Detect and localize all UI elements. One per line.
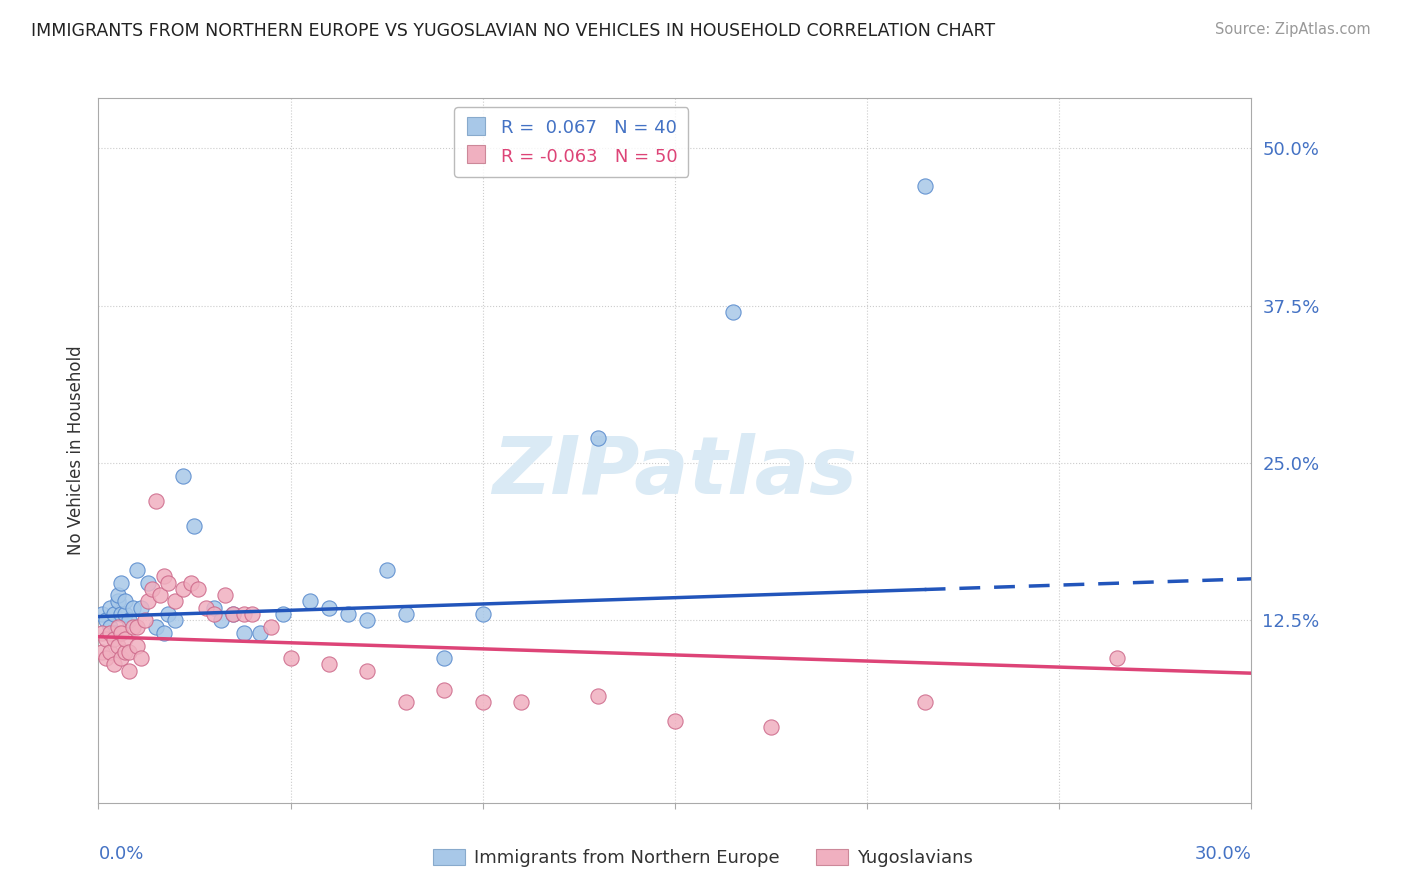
- Point: [395, 607, 418, 621]
- Point: [664, 714, 686, 728]
- Point: [356, 613, 378, 627]
- Point: [114, 632, 136, 647]
- Point: [98, 600, 121, 615]
- Point: [152, 626, 174, 640]
- Point: [271, 607, 294, 621]
- Text: Source: ZipAtlas.com: Source: ZipAtlas.com: [1215, 22, 1371, 37]
- Point: [94, 651, 117, 665]
- Point: [914, 179, 936, 194]
- Point: [98, 626, 121, 640]
- Y-axis label: No Vehicles in Household: No Vehicles in Household: [66, 345, 84, 556]
- Point: [759, 720, 782, 734]
- Point: [433, 651, 456, 665]
- Point: [914, 695, 936, 709]
- Point: [586, 431, 609, 445]
- Point: [122, 600, 145, 615]
- Point: [107, 588, 129, 602]
- Point: [122, 619, 145, 633]
- Point: [318, 657, 340, 672]
- Point: [249, 626, 271, 640]
- Point: [107, 639, 129, 653]
- Point: [433, 682, 456, 697]
- Point: [103, 607, 125, 621]
- Point: [187, 582, 209, 596]
- Point: [138, 594, 160, 608]
- Point: [98, 645, 121, 659]
- Point: [94, 632, 117, 647]
- Point: [222, 607, 245, 621]
- Point: [375, 563, 398, 577]
- Point: [183, 519, 205, 533]
- Point: [103, 632, 125, 647]
- Point: [1105, 651, 1128, 665]
- Point: [107, 619, 129, 633]
- Point: [172, 468, 194, 483]
- Point: [165, 613, 187, 627]
- Point: [129, 651, 152, 665]
- Point: [129, 600, 152, 615]
- Point: [91, 626, 114, 640]
- Point: [110, 626, 132, 640]
- Point: [260, 619, 283, 633]
- Point: [138, 575, 160, 590]
- Point: [233, 607, 256, 621]
- Point: [152, 569, 174, 583]
- Point: [145, 493, 167, 508]
- Point: [337, 607, 360, 621]
- Point: [118, 613, 141, 627]
- Point: [195, 600, 218, 615]
- Point: [114, 594, 136, 608]
- Point: [209, 613, 232, 627]
- Point: [298, 594, 321, 608]
- Point: [134, 613, 156, 627]
- Point: [103, 657, 125, 672]
- Point: [118, 645, 141, 659]
- Point: [202, 600, 225, 615]
- Point: [172, 582, 194, 596]
- Point: [222, 607, 245, 621]
- Point: [125, 639, 148, 653]
- Point: [98, 619, 121, 633]
- Point: [149, 588, 172, 602]
- Point: [141, 582, 163, 596]
- Text: 30.0%: 30.0%: [1195, 845, 1251, 863]
- Point: [91, 607, 114, 621]
- Point: [110, 575, 132, 590]
- Point: [233, 626, 256, 640]
- Point: [471, 607, 494, 621]
- Point: [156, 607, 179, 621]
- Point: [202, 607, 225, 621]
- Point: [114, 645, 136, 659]
- Point: [214, 588, 236, 602]
- Point: [510, 695, 533, 709]
- Point: [91, 645, 114, 659]
- Point: [114, 607, 136, 621]
- Point: [103, 626, 125, 640]
- Legend: Immigrants from Northern Europe, Yugoslavians: Immigrants from Northern Europe, Yugosla…: [426, 841, 980, 874]
- Point: [125, 619, 148, 633]
- Point: [721, 305, 744, 319]
- Point: [395, 695, 418, 709]
- Point: [318, 600, 340, 615]
- Point: [110, 607, 132, 621]
- Point: [118, 664, 141, 678]
- Point: [471, 695, 494, 709]
- Point: [125, 563, 148, 577]
- Text: 0.0%: 0.0%: [98, 845, 143, 863]
- Point: [156, 575, 179, 590]
- Point: [180, 575, 202, 590]
- Point: [280, 651, 302, 665]
- Point: [165, 594, 187, 608]
- Point: [240, 607, 263, 621]
- Text: IMMIGRANTS FROM NORTHERN EUROPE VS YUGOSLAVIAN NO VEHICLES IN HOUSEHOLD CORRELAT: IMMIGRANTS FROM NORTHERN EUROPE VS YUGOS…: [31, 22, 995, 40]
- Point: [356, 664, 378, 678]
- Point: [145, 619, 167, 633]
- Point: [586, 689, 609, 703]
- Point: [107, 594, 129, 608]
- Legend: R =  0.067   N = 40, R = -0.063   N = 50: R = 0.067 N = 40, R = -0.063 N = 50: [454, 107, 689, 177]
- Point: [110, 651, 132, 665]
- Text: ZIPatlas: ZIPatlas: [492, 433, 858, 510]
- Point: [94, 613, 117, 627]
